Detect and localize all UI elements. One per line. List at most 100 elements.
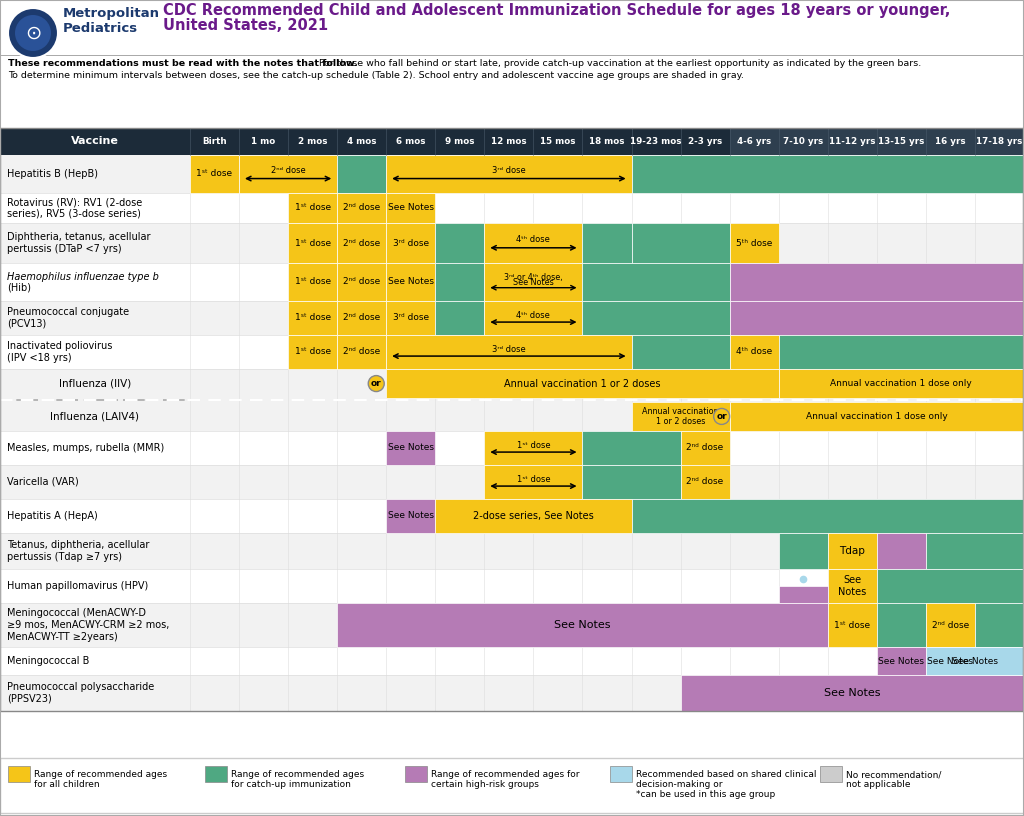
Text: See Notes: See Notes — [388, 512, 434, 521]
Text: 1ˢᵗ dose: 1ˢᵗ dose — [516, 475, 550, 484]
Bar — [778, 128, 827, 155]
Bar — [386, 499, 435, 533]
Text: See Notes: See Notes — [513, 278, 554, 287]
Text: 4ᵗʰ dose: 4ᵗʰ dose — [516, 311, 550, 320]
Text: 2ⁿᵈ dose: 2ⁿᵈ dose — [343, 203, 380, 212]
Text: 1ˢᵗ dose: 1ˢᵗ dose — [295, 313, 331, 322]
Bar — [827, 128, 877, 155]
Circle shape — [714, 409, 730, 424]
Text: Haemophilus influenzae type b: Haemophilus influenzae type b — [7, 272, 159, 282]
Text: No recommendation/: No recommendation/ — [846, 770, 941, 779]
Text: Tetanus, diphtheria, acellular
pertussis (Tdap ≥7 yrs): Tetanus, diphtheria, acellular pertussis… — [7, 540, 150, 561]
Bar — [975, 128, 1024, 155]
Bar — [0, 128, 1024, 155]
Bar — [778, 369, 1024, 398]
Bar — [820, 766, 842, 782]
Text: 1ˢᵗ dose: 1ˢᵗ dose — [835, 620, 870, 629]
Text: See Notes: See Notes — [928, 657, 974, 666]
Text: Range of recommended ages for: Range of recommended ages for — [431, 770, 580, 779]
Text: ⊙: ⊙ — [25, 24, 41, 42]
Bar — [406, 766, 427, 782]
Bar — [632, 335, 730, 369]
Bar — [386, 301, 435, 335]
Text: 1ˢᵗ dose: 1ˢᵗ dose — [197, 170, 232, 179]
Bar — [926, 533, 1024, 569]
Bar — [0, 301, 1024, 335]
Text: or: or — [717, 412, 727, 421]
Text: 1ˢᵗ dose: 1ˢᵗ dose — [295, 238, 331, 247]
Bar — [730, 128, 778, 155]
Text: See Notes: See Notes — [952, 657, 998, 666]
Bar — [0, 647, 1024, 675]
Text: for catch-up immunization: for catch-up immunization — [231, 780, 351, 789]
Text: See Notes: See Notes — [554, 620, 610, 630]
Text: (Hib): (Hib) — [7, 282, 31, 292]
Text: or: or — [371, 379, 382, 388]
Text: See
Notes: See Notes — [839, 575, 866, 596]
Text: 17-18 yrs: 17-18 yrs — [976, 137, 1023, 146]
Bar — [632, 155, 1024, 193]
Bar — [632, 401, 730, 431]
Text: 2ⁿᵈ dose: 2ⁿᵈ dose — [270, 166, 305, 175]
Text: Vaccine: Vaccine — [71, 136, 119, 147]
Text: Range of recommended ages: Range of recommended ages — [231, 770, 365, 779]
Text: 3ʳᵈ or 4ᵗʰ dose,: 3ʳᵈ or 4ᵗʰ dose, — [504, 273, 563, 282]
Bar — [288, 263, 337, 301]
Bar — [337, 155, 386, 193]
Text: 3ʳᵈ dose: 3ʳᵈ dose — [392, 238, 429, 247]
Circle shape — [369, 375, 384, 392]
Text: These recommendations must be read with the notes that follow.: These recommendations must be read with … — [8, 59, 357, 68]
Text: 7-10 yrs: 7-10 yrs — [783, 137, 823, 146]
Bar — [730, 335, 778, 369]
Text: 5ᵗʰ dose: 5ᵗʰ dose — [736, 238, 772, 247]
Text: 18 mos: 18 mos — [589, 137, 625, 146]
Text: 1ˢᵗ dose: 1ˢᵗ dose — [295, 348, 331, 357]
Bar — [0, 223, 1024, 263]
Bar — [386, 335, 632, 369]
Bar — [926, 603, 975, 647]
Text: 2ⁿᵈ dose: 2ⁿᵈ dose — [686, 477, 724, 486]
Text: 3ʳᵈ dose: 3ʳᵈ dose — [392, 313, 429, 322]
Bar — [0, 55, 1024, 56]
Text: 2ⁿᵈ dose: 2ⁿᵈ dose — [343, 238, 380, 247]
Text: 4-6 yrs: 4-6 yrs — [737, 137, 771, 146]
Bar — [877, 647, 1024, 675]
Text: Pneumococcal polysaccharide
(PPSV23): Pneumococcal polysaccharide (PPSV23) — [7, 682, 155, 703]
Bar — [975, 603, 1024, 647]
Text: Hepatitis B (HepB): Hepatitis B (HepB) — [7, 169, 98, 179]
Bar — [484, 465, 583, 499]
Text: Tdap: Tdap — [840, 546, 865, 556]
Text: 13-15 yrs: 13-15 yrs — [879, 137, 925, 146]
Text: 1 mo: 1 mo — [252, 137, 275, 146]
Text: 2ⁿᵈ dose: 2ⁿᵈ dose — [932, 620, 969, 629]
Text: Influenza (LAIV4): Influenza (LAIV4) — [50, 411, 139, 421]
Bar — [337, 335, 386, 369]
Bar — [435, 499, 632, 533]
Text: Inactivated poliovirus
(IPV <18 yrs): Inactivated poliovirus (IPV <18 yrs) — [7, 341, 113, 363]
Text: certain high-risk groups: certain high-risk groups — [431, 780, 539, 789]
Text: Birth: Birth — [202, 137, 227, 146]
Bar — [730, 301, 1024, 335]
Text: Meningococcal (MenACWY-D
≥9 mos, MenACWY-CRM ≥2 mos,
MenACWY-TT ≥2years): Meningococcal (MenACWY-D ≥9 mos, MenACWY… — [7, 609, 169, 641]
Text: 9 mos: 9 mos — [445, 137, 474, 146]
Bar — [337, 603, 827, 647]
Bar — [288, 193, 337, 223]
Bar — [827, 569, 877, 603]
Bar — [583, 301, 730, 335]
Text: See Notes: See Notes — [388, 277, 434, 286]
Bar — [386, 369, 778, 398]
Bar — [205, 766, 227, 782]
Text: Influenza (IIV): Influenza (IIV) — [58, 379, 131, 388]
Circle shape — [15, 15, 51, 51]
Text: decision-making or: decision-making or — [636, 780, 723, 789]
Bar — [632, 223, 730, 263]
Text: 4 mos: 4 mos — [347, 137, 377, 146]
Text: Recommended based on shared clinical: Recommended based on shared clinical — [636, 770, 816, 779]
Text: Varicella (VAR): Varicella (VAR) — [7, 477, 79, 487]
Text: Rotavirus (RV): RV1 (2-dose
series), RV5 (3-dose series): Rotavirus (RV): RV1 (2-dose series), RV5… — [7, 197, 142, 219]
Bar — [926, 647, 1024, 675]
Bar — [484, 263, 583, 301]
Text: See Notes: See Notes — [879, 657, 925, 666]
Text: Measles, mumps, rubella (MMR): Measles, mumps, rubella (MMR) — [7, 443, 164, 453]
Text: 1ˢᵗ dose: 1ˢᵗ dose — [295, 203, 331, 212]
